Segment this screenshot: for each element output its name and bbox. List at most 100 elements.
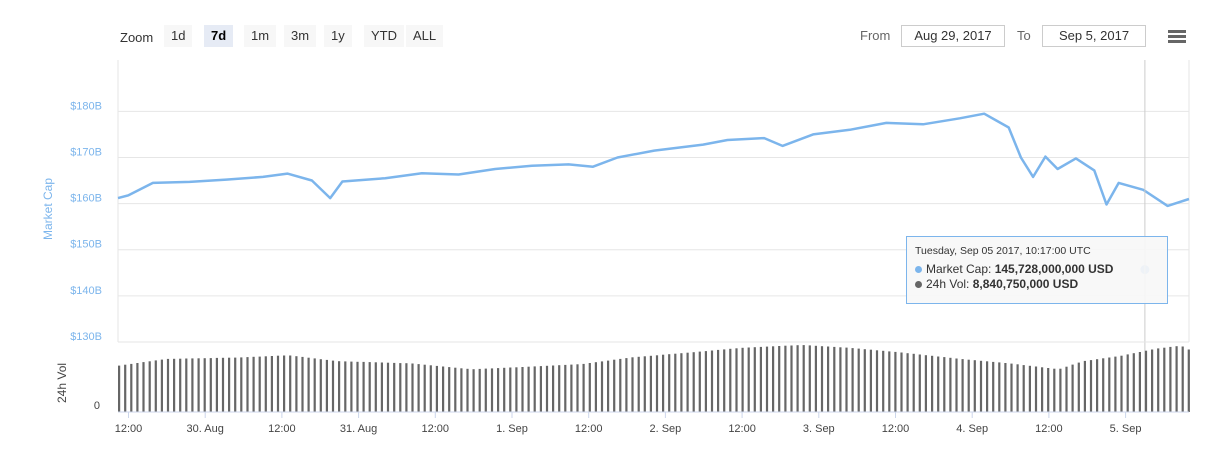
volume-bar bbox=[1034, 366, 1038, 412]
volume-bar bbox=[533, 366, 536, 412]
volume-bar bbox=[356, 361, 359, 412]
volume-bar bbox=[484, 368, 487, 412]
volume-bar bbox=[1047, 368, 1050, 412]
volume-bar bbox=[649, 355, 652, 412]
to-label: To bbox=[1017, 28, 1031, 43]
volume-bar bbox=[863, 349, 866, 412]
volume-bar bbox=[258, 356, 261, 412]
volume-bar bbox=[698, 351, 701, 412]
volume-bar bbox=[301, 356, 304, 412]
volume-bar bbox=[1157, 348, 1160, 412]
volume-bar bbox=[515, 367, 518, 412]
volume-bar bbox=[1077, 362, 1080, 412]
x-tick-label: 12:00 bbox=[115, 423, 143, 435]
zoom-button-7d[interactable]: 7d bbox=[204, 25, 234, 47]
volume-bar bbox=[319, 359, 322, 412]
volume-bar bbox=[851, 348, 854, 412]
volume-bar bbox=[772, 346, 775, 412]
zoom-button-ytd[interactable]: YTD bbox=[364, 25, 404, 47]
volume-bar bbox=[839, 347, 842, 412]
volume-y-tick-label: 0 bbox=[94, 400, 100, 412]
x-tick-label: 12:00 bbox=[422, 423, 450, 435]
to-date-input[interactable]: Sep 5, 2017 bbox=[1042, 25, 1146, 47]
volume-bar bbox=[680, 353, 683, 412]
market-cap-axis-title: Market Cap bbox=[41, 177, 55, 240]
volume-bar bbox=[784, 345, 787, 412]
zoom-button-all[interactable]: ALL bbox=[406, 25, 444, 47]
x-tick-label: 2. Sep bbox=[649, 423, 681, 435]
volume-bar bbox=[600, 361, 604, 412]
zoom-button-1m[interactable]: 1m bbox=[244, 25, 277, 47]
volume-bar bbox=[442, 366, 445, 412]
y-tick-label: $180B bbox=[70, 100, 102, 112]
tooltip-value: 145,728,000,000 USD bbox=[994, 262, 1114, 276]
volume-bar bbox=[588, 363, 591, 412]
volume-bar bbox=[686, 352, 689, 412]
volume-bar bbox=[857, 348, 860, 412]
volume-bar bbox=[759, 346, 762, 412]
y-tick-label: $150B bbox=[70, 239, 102, 251]
volume-bar bbox=[820, 346, 824, 412]
volume-bar bbox=[796, 345, 799, 412]
y-tick-label: $160B bbox=[70, 193, 102, 205]
volume-bar bbox=[307, 357, 310, 412]
y-tick-label: $130B bbox=[70, 331, 102, 343]
volume-bar bbox=[148, 361, 151, 412]
volume-bar bbox=[497, 368, 500, 412]
volume-bar bbox=[808, 345, 811, 412]
volume-bar bbox=[179, 358, 182, 412]
zoom-button-1d[interactable]: 1d bbox=[164, 25, 193, 47]
volume-bar bbox=[209, 358, 212, 412]
volume-bar bbox=[973, 360, 976, 412]
volume-bar bbox=[234, 357, 237, 412]
volume-axis-title: 24h Vol bbox=[55, 362, 69, 403]
volume-bar bbox=[747, 347, 750, 412]
volume-bar bbox=[979, 360, 983, 412]
zoom-button-1y[interactable]: 1y bbox=[324, 25, 352, 47]
volume-bar bbox=[998, 362, 1001, 412]
volume-bar bbox=[937, 356, 940, 412]
volume-bar bbox=[613, 359, 616, 412]
volume-bar bbox=[344, 361, 347, 412]
volume-bar bbox=[1163, 347, 1166, 412]
volume-bar bbox=[142, 362, 145, 412]
volume-bar bbox=[882, 350, 885, 412]
volume-bar bbox=[912, 353, 915, 412]
volume-bar bbox=[215, 357, 218, 412]
volume-bar bbox=[1065, 366, 1068, 412]
volume-bar bbox=[1114, 356, 1117, 412]
volume-bar bbox=[362, 361, 365, 412]
x-tick-label: 12:00 bbox=[882, 423, 910, 435]
volume-bar bbox=[607, 360, 610, 412]
hamburger-menu-icon[interactable] bbox=[1168, 30, 1186, 44]
x-tick-label: 3. Sep bbox=[803, 423, 835, 435]
volume-bar bbox=[625, 358, 628, 412]
volume-bar bbox=[723, 349, 726, 412]
volume-bar bbox=[472, 369, 475, 412]
volume-bar bbox=[228, 357, 231, 412]
from-date-input[interactable]: Aug 29, 2017 bbox=[901, 25, 1005, 47]
volume-bar bbox=[1120, 355, 1123, 412]
volume-bar bbox=[552, 365, 555, 412]
volume-bar bbox=[594, 362, 597, 412]
volume-bar bbox=[674, 353, 677, 412]
volume-bar bbox=[710, 350, 714, 412]
volume-bar bbox=[509, 367, 512, 412]
volume-bar bbox=[814, 345, 817, 412]
volume-bar bbox=[197, 358, 200, 412]
volume-bar bbox=[1151, 349, 1154, 412]
volume-bar bbox=[289, 355, 292, 412]
volume-bar bbox=[888, 351, 891, 412]
volume-bar bbox=[460, 368, 463, 412]
tooltip-row-market-cap: Market Cap: 145,728,000,000 USD bbox=[915, 262, 1159, 277]
zoom-button-3m[interactable]: 3m bbox=[284, 25, 317, 47]
volume-bar bbox=[833, 346, 836, 412]
volume-bar bbox=[1132, 353, 1135, 412]
volume-bar bbox=[967, 359, 970, 412]
volume-bar bbox=[753, 347, 756, 412]
volume-bar bbox=[845, 347, 848, 412]
volume-bar bbox=[160, 359, 163, 412]
volume-bar bbox=[136, 363, 139, 412]
zoom-label: Zoom bbox=[120, 30, 154, 45]
volume-bar bbox=[295, 356, 298, 412]
